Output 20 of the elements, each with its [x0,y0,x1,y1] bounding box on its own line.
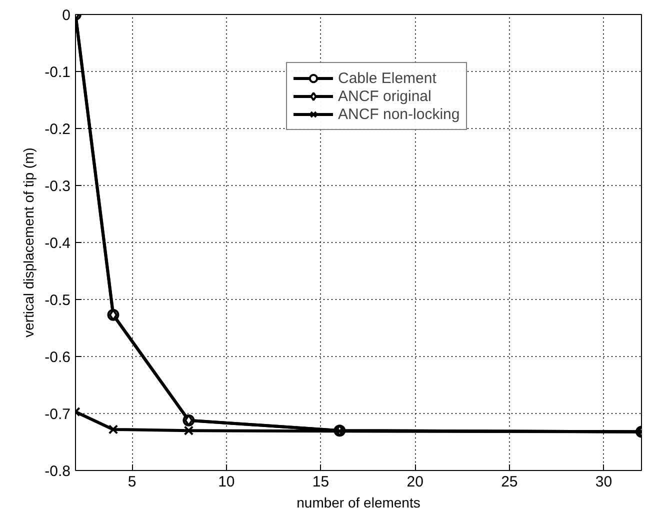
y-axis-title: vertical displacement of tip (m) [20,148,37,338]
x-tick-label: 30 [595,474,612,490]
x-tick-label: 5 [128,474,136,490]
y-tick-label: -0.3 [44,178,71,195]
x-tick-label: 25 [501,474,518,490]
legend-label: ANCF original [338,87,432,105]
x-axis-title: number of elements [296,494,420,510]
y-tick-label: -0.4 [44,235,71,252]
legend-label: ANCF non-locking [338,105,460,123]
y-tick-label: -0.7 [44,406,71,423]
y-tick-label: 0 [62,7,70,24]
x-tick-label: 20 [406,474,424,490]
y-tick-label: -0.8 [44,463,71,480]
y-tick-label: -0.5 [44,292,71,309]
y-tick-label: -0.1 [44,64,71,81]
y-tick-label: -0.6 [44,349,71,366]
x-tick-label: 10 [218,474,235,490]
x-tick-label: 15 [312,474,330,490]
y-tick-label: -0.2 [44,121,71,138]
legend-label: Cable Element [338,69,436,87]
